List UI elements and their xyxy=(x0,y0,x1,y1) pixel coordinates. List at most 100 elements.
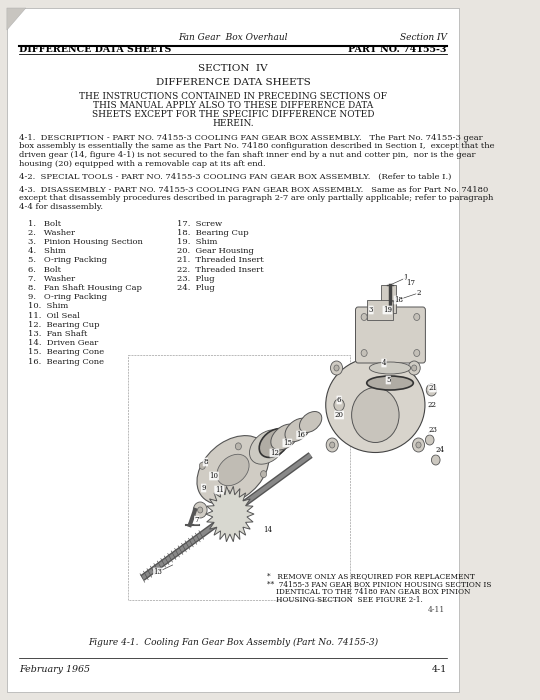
Circle shape xyxy=(431,455,440,465)
Text: 15.  Bearing Cone: 15. Bearing Cone xyxy=(28,349,104,356)
Text: DIFFERENCE DATA SHEETS: DIFFERENCE DATA SHEETS xyxy=(156,78,310,87)
Text: 4-1: 4-1 xyxy=(431,665,447,674)
Ellipse shape xyxy=(326,358,425,452)
Ellipse shape xyxy=(259,428,289,457)
Ellipse shape xyxy=(300,412,322,433)
Text: 7: 7 xyxy=(194,516,199,524)
Circle shape xyxy=(361,314,367,321)
Ellipse shape xyxy=(369,362,411,374)
Text: 3.   Pinion Housing Section: 3. Pinion Housing Section xyxy=(28,238,143,246)
Text: 4-11: 4-11 xyxy=(428,606,446,613)
Text: THIS MANUAL APPLY ALSO TO THESE DIFFERENCE DATA: THIS MANUAL APPLY ALSO TO THESE DIFFEREN… xyxy=(93,101,373,110)
Text: 10: 10 xyxy=(210,472,219,480)
Text: Section IV: Section IV xyxy=(400,34,447,43)
Text: 4-4 for disassembly.: 4-4 for disassembly. xyxy=(19,203,103,211)
Circle shape xyxy=(416,442,421,448)
Circle shape xyxy=(334,399,345,411)
Text: 13: 13 xyxy=(153,568,163,576)
Circle shape xyxy=(413,438,424,452)
Text: THE INSTRUCTIONS CONTAINED IN PRECEDING SECTIONS OF: THE INSTRUCTIONS CONTAINED IN PRECEDING … xyxy=(79,92,387,101)
Text: SHEETS EXCEPT FOR THE SPECIFIC DIFFERENCE NOTED: SHEETS EXCEPT FOR THE SPECIFIC DIFFERENC… xyxy=(92,110,374,119)
Bar xyxy=(381,285,396,313)
Text: 5: 5 xyxy=(386,376,390,384)
Text: driven gear (14, figure 4-1) is not secured to the fan shaft inner end by a nut : driven gear (14, figure 4-1) is not secu… xyxy=(19,151,476,159)
Polygon shape xyxy=(206,486,254,542)
Text: 18: 18 xyxy=(394,296,403,304)
Text: 20: 20 xyxy=(335,411,343,419)
Text: 14: 14 xyxy=(263,526,272,534)
Text: 6: 6 xyxy=(337,396,341,404)
Ellipse shape xyxy=(249,430,286,464)
Text: 1: 1 xyxy=(403,274,408,282)
Text: 10.  Shim: 10. Shim xyxy=(28,302,68,310)
Circle shape xyxy=(326,438,338,452)
Text: Figure 4-1.  Cooling Fan Gear Box Assembly (Part No. 74155-3): Figure 4-1. Cooling Fan Gear Box Assembl… xyxy=(88,638,378,647)
Text: 11: 11 xyxy=(215,486,224,494)
Text: 1.   Bolt: 1. Bolt xyxy=(28,220,60,228)
Text: Fan Gear  Box Overhaul: Fan Gear Box Overhaul xyxy=(178,34,288,43)
Text: 2.   Washer: 2. Washer xyxy=(28,229,75,237)
Circle shape xyxy=(414,314,420,321)
Text: 18.  Bearing Cup: 18. Bearing Cup xyxy=(177,229,248,237)
Text: 16.  Bearing Cone: 16. Bearing Cone xyxy=(28,358,104,365)
Text: 24.  Plug: 24. Plug xyxy=(177,284,214,292)
Text: 23.  Plug: 23. Plug xyxy=(177,274,214,283)
Circle shape xyxy=(329,442,335,448)
Text: 4: 4 xyxy=(382,359,386,367)
Circle shape xyxy=(414,349,420,356)
Text: 24: 24 xyxy=(436,446,444,454)
Ellipse shape xyxy=(197,435,269,505)
Circle shape xyxy=(411,365,417,371)
Text: 8.   Fan Shaft Housing Cap: 8. Fan Shaft Housing Cap xyxy=(28,284,141,292)
Text: IDENTICAL TO THE 74180 FAN GEAR BOX PINION: IDENTICAL TO THE 74180 FAN GEAR BOX PINI… xyxy=(267,589,471,596)
Text: 11.  Oil Seal: 11. Oil Seal xyxy=(28,312,79,319)
Circle shape xyxy=(225,490,231,497)
Text: 4-3.  DISASSEMBLY - PART NO. 74155-3 COOLING FAN GEAR BOX ASSEMBLY.   Same as fo: 4-3. DISASSEMBLY - PART NO. 74155-3 COOL… xyxy=(19,186,488,194)
Circle shape xyxy=(198,507,203,513)
Ellipse shape xyxy=(285,418,310,442)
Text: 9.   O-ring Packing: 9. O-ring Packing xyxy=(28,293,107,301)
Text: 4.   Shim: 4. Shim xyxy=(28,247,65,255)
Text: 22: 22 xyxy=(428,401,437,409)
Text: PART NO. 74155-3: PART NO. 74155-3 xyxy=(348,46,447,55)
Polygon shape xyxy=(7,8,26,30)
Circle shape xyxy=(199,462,205,469)
Circle shape xyxy=(426,384,437,396)
Text: 19: 19 xyxy=(383,306,392,314)
Text: 9: 9 xyxy=(201,484,206,492)
Text: 12: 12 xyxy=(270,449,279,457)
Ellipse shape xyxy=(352,388,399,442)
Text: 20.  Gear Housing: 20. Gear Housing xyxy=(177,247,254,255)
Text: 19.  Shim: 19. Shim xyxy=(177,238,217,246)
Text: 13.  Fan Shaft: 13. Fan Shaft xyxy=(28,330,87,338)
Text: HEREIN.: HEREIN. xyxy=(212,119,254,128)
Text: DIFFERENCE DATA SHEETS: DIFFERENCE DATA SHEETS xyxy=(19,46,171,55)
Text: SECTION  IV: SECTION IV xyxy=(198,64,268,73)
Text: 22.  Threaded Insert: 22. Threaded Insert xyxy=(177,265,264,274)
Text: except that disassembly procedures described in paragraph 2-7 are only partially: except that disassembly procedures descr… xyxy=(19,195,494,202)
Text: February 1965: February 1965 xyxy=(19,665,90,674)
Text: 2: 2 xyxy=(416,289,421,297)
Text: 6.   Bolt: 6. Bolt xyxy=(28,265,60,274)
Ellipse shape xyxy=(271,424,299,450)
Text: housing (20) equipped with a removable cap at its aft end.: housing (20) equipped with a removable c… xyxy=(19,160,266,167)
Text: 15: 15 xyxy=(283,439,292,447)
Text: 3: 3 xyxy=(369,306,373,314)
Text: 8: 8 xyxy=(203,458,207,466)
Circle shape xyxy=(235,443,241,450)
Text: *   REMOVE ONLY AS REQUIRED FOR REPLACEMENT: * REMOVE ONLY AS REQUIRED FOR REPLACEMEN… xyxy=(267,572,475,580)
Circle shape xyxy=(260,470,267,477)
Text: HOUSING SECTION  SEE FIGURE 2-1.: HOUSING SECTION SEE FIGURE 2-1. xyxy=(267,596,423,604)
Text: box assembly is essentially the same as the Part No. 74180 configuration describ: box assembly is essentially the same as … xyxy=(19,143,495,150)
Circle shape xyxy=(334,365,339,371)
Text: 21.  Threaded Insert: 21. Threaded Insert xyxy=(177,256,264,265)
Circle shape xyxy=(330,361,342,375)
Ellipse shape xyxy=(367,376,413,390)
Text: 7.   Washer: 7. Washer xyxy=(28,274,75,283)
Bar xyxy=(127,355,350,600)
Text: 17: 17 xyxy=(406,279,415,287)
Text: **  74155-3 FAN GEAR BOX PINION HOUSING SECTION IS: ** 74155-3 FAN GEAR BOX PINION HOUSING S… xyxy=(267,581,492,589)
Text: 23: 23 xyxy=(429,426,437,434)
Circle shape xyxy=(426,435,434,445)
Text: 16: 16 xyxy=(296,431,306,439)
